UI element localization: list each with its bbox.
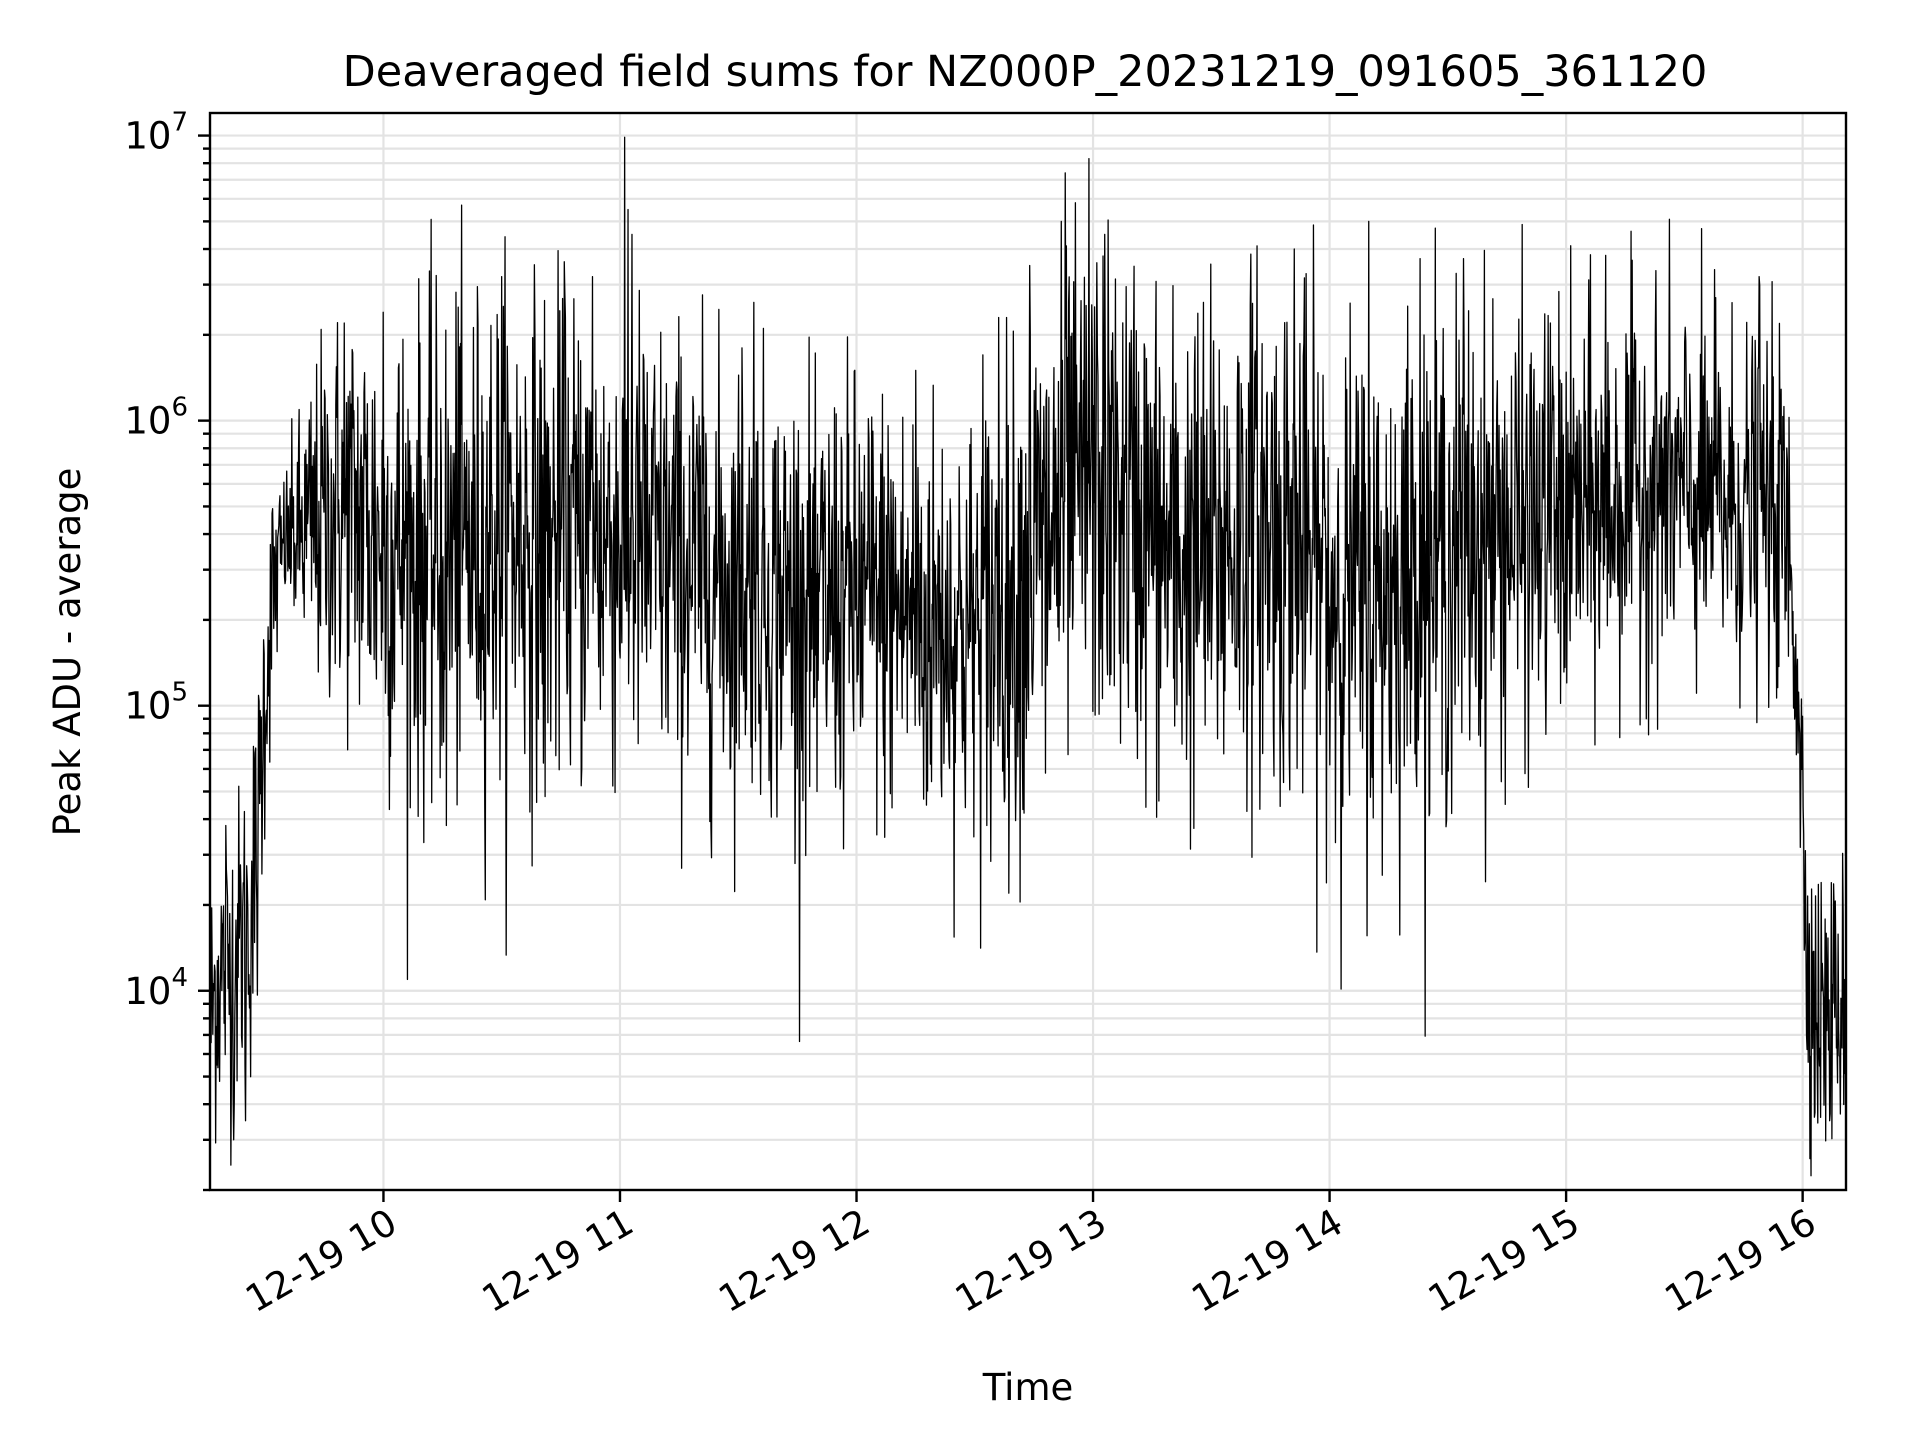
- y-axis: 104 105 106 107: [124, 108, 210, 1192]
- y-tick-label: 105: [124, 678, 188, 728]
- x-axis-label: Time: [982, 1366, 1074, 1409]
- y-tick-label: 104: [124, 963, 188, 1013]
- series-layer: [209, 136, 1847, 1177]
- y-tick-label: 106: [124, 393, 188, 443]
- series-line: [209, 136, 1847, 1177]
- chart-title: Deaveraged field sums for NZ000P_2023121…: [343, 47, 1708, 97]
- plot-frame: [208, 111, 1848, 1192]
- y-axis-label: Peak ADU - average: [46, 468, 89, 837]
- y-tick-label: 107: [124, 108, 188, 158]
